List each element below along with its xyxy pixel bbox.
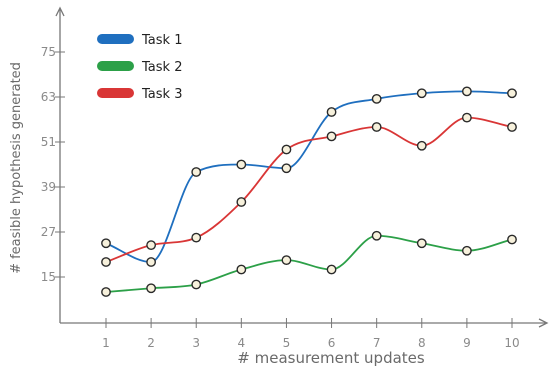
data-point-task-1 [101, 238, 111, 249]
legend-label-task-1: Task 1 [141, 33, 182, 48]
x-tick-label: 7 [373, 336, 381, 350]
data-point-task-1 [191, 167, 202, 177]
y-axis-label: # feasible hypothesis generated [9, 62, 24, 274]
data-point-task-1 [236, 159, 247, 170]
axes [55, 6, 549, 328]
y-tick-label: 51 [41, 135, 56, 149]
data-point-task-1 [461, 86, 472, 97]
legend-label-task-2: Task 2 [141, 60, 182, 75]
y-ticks: 15 27 39 51 63 75 [41, 45, 65, 284]
data-point-task-2 [371, 230, 382, 241]
y-tick-label: 39 [41, 180, 56, 194]
series-line-task-3 [105, 116, 513, 263]
data-point-task-1 [371, 93, 382, 104]
legend-swatch-task-2 [97, 61, 134, 71]
x-tick-label: 8 [418, 336, 426, 350]
data-point-task-3 [507, 122, 517, 132]
x-tick-label: 9 [463, 336, 471, 350]
x-tick-label: 1 [102, 336, 110, 350]
data-point-task-2 [461, 245, 472, 256]
x-axis-label: # measurement updates [237, 349, 425, 366]
data-point-task-1 [146, 257, 157, 267]
y-tick-label: 15 [41, 270, 56, 284]
data-point-task-2 [101, 287, 111, 297]
legend: Task 1 Task 2 Task 3 [97, 33, 182, 102]
series-layer [101, 86, 517, 297]
x-tick-label: 6 [328, 336, 336, 350]
y-tick-label: 75 [41, 45, 56, 59]
data-point-task-2 [281, 255, 292, 266]
x-ticks: 1 2 3 4 5 6 7 8 9 10 [102, 318, 520, 350]
data-point-task-2 [416, 238, 427, 249]
x-tick-label: 10 [504, 336, 519, 350]
data-point-task-3 [101, 257, 111, 267]
data-point-task-3 [146, 240, 157, 251]
data-point-task-1 [416, 88, 427, 99]
data-point-task-3 [416, 140, 427, 151]
data-point-task-2 [326, 264, 337, 275]
x-tick-label: 2 [147, 336, 155, 350]
x-tick-label: 4 [238, 336, 246, 350]
data-point-task-2 [146, 283, 157, 294]
series-line-task-1 [105, 90, 513, 263]
data-point-task-3 [281, 144, 292, 155]
series-line-task-2 [105, 234, 513, 293]
data-point-task-2 [236, 264, 247, 275]
legend-swatch-task-3 [97, 88, 134, 98]
data-point-task-1 [281, 163, 292, 174]
x-axis-arrow [538, 318, 549, 328]
data-point-task-3 [461, 112, 472, 123]
data-point-task-3 [326, 131, 337, 142]
data-point-task-1 [507, 88, 517, 99]
x-tick-label: 5 [283, 336, 291, 350]
data-point-task-1 [326, 107, 337, 117]
y-tick-label: 63 [41, 90, 56, 104]
x-tick-label: 3 [192, 336, 200, 350]
data-point-task-3 [236, 197, 247, 207]
y-tick-label: 27 [41, 225, 56, 239]
legend-label-task-3: Task 3 [141, 87, 182, 102]
data-point-task-3 [191, 232, 202, 243]
legend-swatch-task-1 [97, 34, 134, 44]
data-point-task-3 [371, 122, 382, 132]
data-point-task-2 [507, 234, 517, 245]
y-axis-arrow [55, 6, 65, 17]
data-point-task-2 [191, 279, 202, 290]
